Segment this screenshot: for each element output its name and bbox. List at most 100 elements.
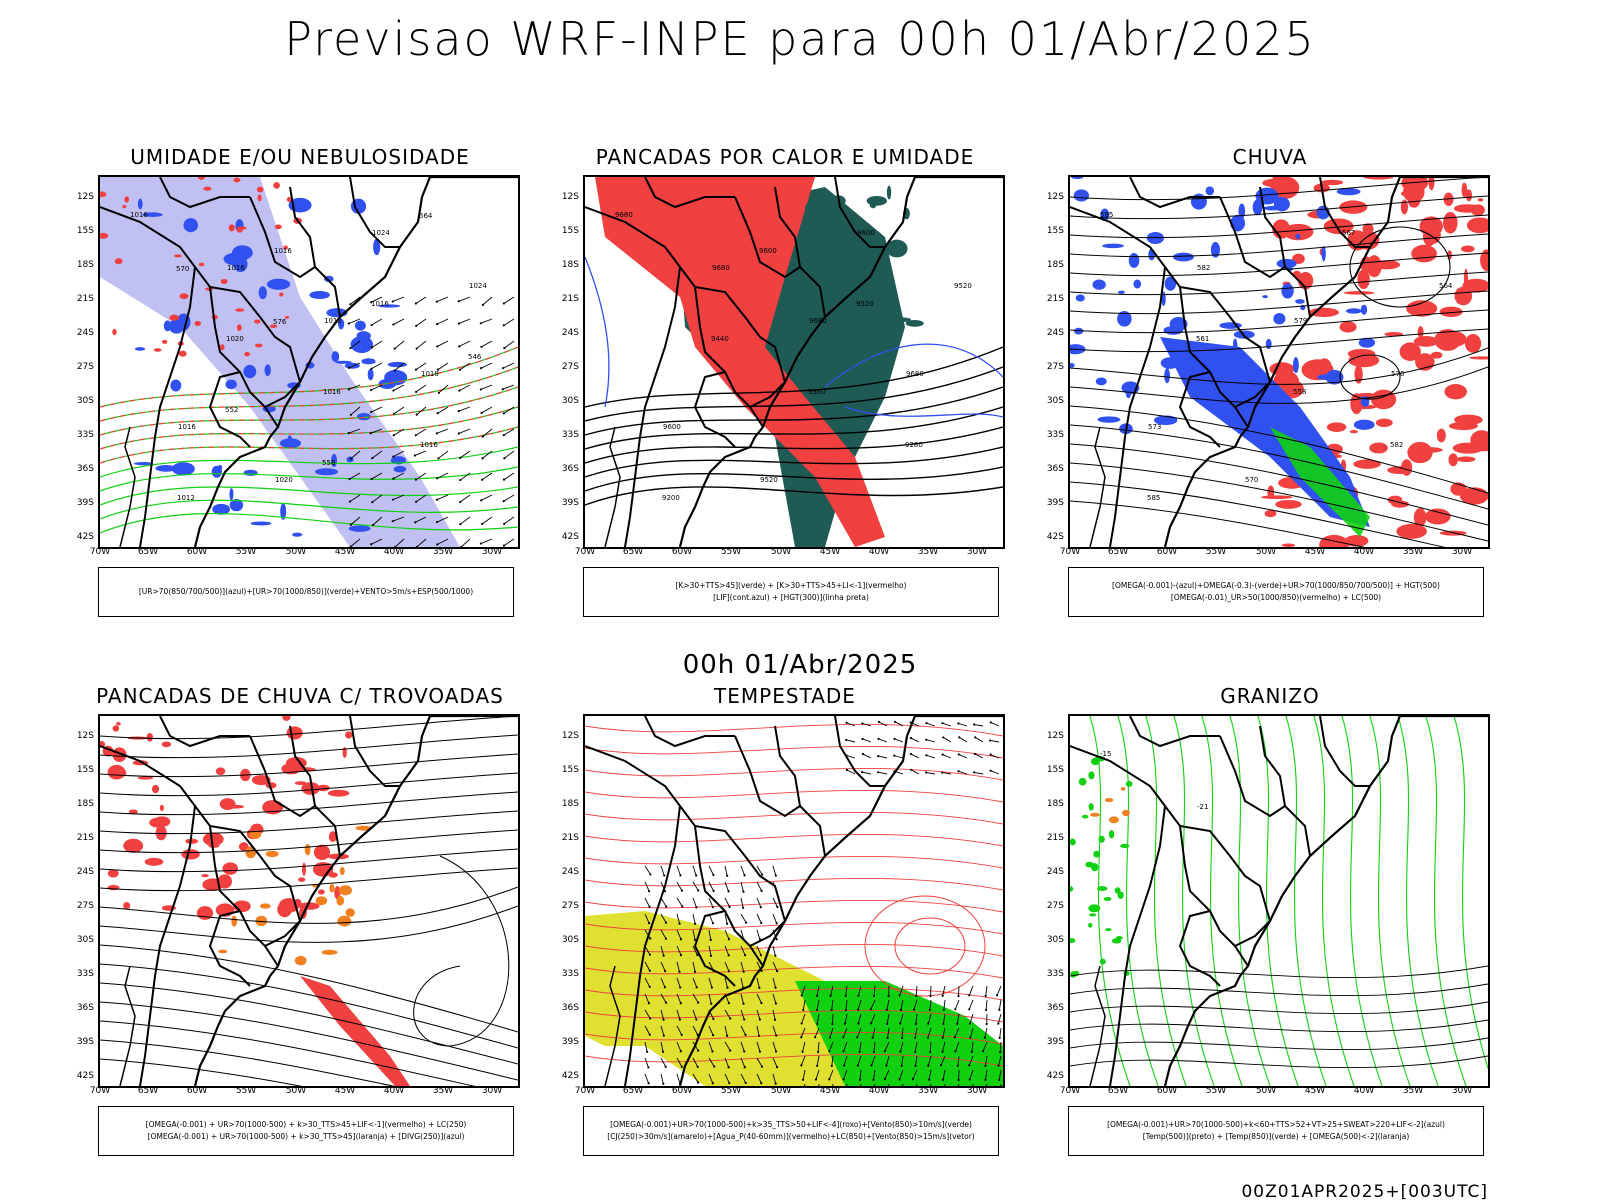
wind-vector — [693, 914, 695, 924]
wind-vector — [878, 756, 887, 758]
wind-vector — [914, 1065, 916, 1067]
wind-vector — [677, 1074, 680, 1084]
wind-vector — [710, 955, 712, 957]
lat-tick-label: 33S — [562, 430, 579, 440]
wind-vector — [416, 429, 426, 435]
wind-vector — [348, 388, 350, 390]
wind-vector — [372, 319, 382, 325]
wind-vector — [954, 1036, 956, 1038]
contour-label: 1016 — [178, 423, 196, 431]
wind-vector — [774, 955, 776, 957]
wind-vector — [998, 1079, 1000, 1081]
lat-tick-label: 18S — [77, 260, 94, 270]
red-rain-area — [1353, 459, 1381, 468]
contour-label: 9600 — [663, 423, 681, 431]
lon-tick-label: 60W — [1157, 547, 1177, 557]
legend-box: [K>30+TTS>45](verde) + [K>30+TTS>45+LI<-… — [583, 567, 999, 617]
wind-vector — [800, 1064, 802, 1066]
wind-vector — [416, 363, 426, 370]
wind-vector — [925, 754, 927, 756]
wind-vector — [969, 986, 973, 995]
red-rain-area — [1469, 356, 1488, 359]
contour-label: 576 — [273, 318, 287, 326]
wind-vector — [482, 473, 492, 480]
red-dot — [237, 324, 242, 331]
red-dot — [174, 254, 182, 257]
wind-vector — [743, 1018, 745, 1020]
temp850-contour — [1079, 778, 1087, 786]
wind-vector — [649, 937, 651, 939]
map-area — [98, 714, 520, 1088]
contour-label: 9600 — [759, 247, 777, 255]
wind-vector — [436, 432, 438, 434]
lat-tick-label: 36S — [562, 1003, 579, 1013]
temp850-contour — [1426, 716, 1466, 1086]
wind-vector — [680, 1002, 682, 1004]
lat-tick-label: 42S — [562, 1071, 579, 1081]
lon-tick-label: 60W — [672, 547, 692, 557]
wind-vector — [998, 1009, 1000, 1011]
red-thunder-area — [328, 790, 349, 797]
wind-vector — [392, 478, 394, 480]
wind-vector — [481, 523, 483, 525]
contour-label: 9520 — [856, 300, 874, 308]
orange-area — [266, 851, 279, 858]
blue-rain-area — [1126, 388, 1131, 398]
lat-tick-label: 12S — [1047, 731, 1064, 741]
lat-tick-label: 27S — [77, 901, 94, 911]
red-thunder-area — [228, 805, 244, 809]
wind-vector — [504, 539, 514, 546]
lat-tick-label: 42S — [1047, 1071, 1064, 1081]
lon-tick-label: 55W — [721, 547, 741, 557]
orange-area — [231, 916, 237, 927]
wind-vector — [436, 499, 438, 501]
wind-vector — [956, 1023, 958, 1025]
wind-vector — [728, 954, 730, 956]
temp850-contour — [1070, 886, 1073, 892]
wind-vector — [370, 368, 372, 370]
wind-vector — [645, 882, 649, 891]
wind-vector — [437, 319, 448, 324]
red-rain-area — [1340, 321, 1357, 332]
lat-tick-label: 39S — [1047, 498, 1064, 508]
wind-vector — [712, 1082, 714, 1084]
wind-vector — [759, 1050, 761, 1052]
contour-label: 570 — [176, 265, 189, 273]
blue-rain-area — [1173, 253, 1194, 262]
red-rain-area — [1411, 245, 1437, 263]
border-line — [350, 716, 400, 786]
wind-vector — [997, 986, 1001, 995]
red-rain-area — [1454, 415, 1483, 425]
lat-tick-label: 30S — [562, 396, 579, 406]
lat-tick-label: 15S — [562, 765, 579, 775]
red-rain-area — [1418, 326, 1424, 338]
contour-label: 9520 — [760, 476, 778, 484]
wind-vector — [370, 389, 372, 391]
wind-vector — [679, 986, 681, 988]
blue-rain-area — [1129, 253, 1140, 268]
wind-vector — [645, 898, 650, 907]
wind-vector — [990, 740, 999, 742]
wind-vector — [774, 1019, 776, 1021]
wind-vector — [943, 755, 951, 758]
red-rain-area — [1428, 177, 1434, 190]
wind-vector — [968, 1008, 970, 1010]
lat-tick-label: 33S — [1047, 969, 1064, 979]
red-dot — [275, 224, 282, 229]
wind-vector — [349, 303, 351, 305]
wind-vector — [943, 1009, 945, 1011]
wind-vector — [697, 1066, 699, 1068]
wind-vector — [986, 1023, 988, 1025]
wind-vector — [857, 995, 859, 997]
legend-line: [OMEGA(-0.001)+UR>70(1000-500)+k<60+TTS>… — [1107, 1119, 1445, 1131]
legend-box: [OMEGA(-0.001)+UR>70(1000-500)+k>35_TTS>… — [583, 1106, 999, 1156]
wind-vector — [915, 995, 917, 997]
orange-area — [295, 956, 307, 966]
wind-vector — [941, 771, 943, 773]
red-dot — [169, 315, 179, 321]
wind-vector — [899, 1051, 901, 1053]
blue-humidity — [388, 362, 407, 367]
wind-vector — [984, 1065, 986, 1067]
